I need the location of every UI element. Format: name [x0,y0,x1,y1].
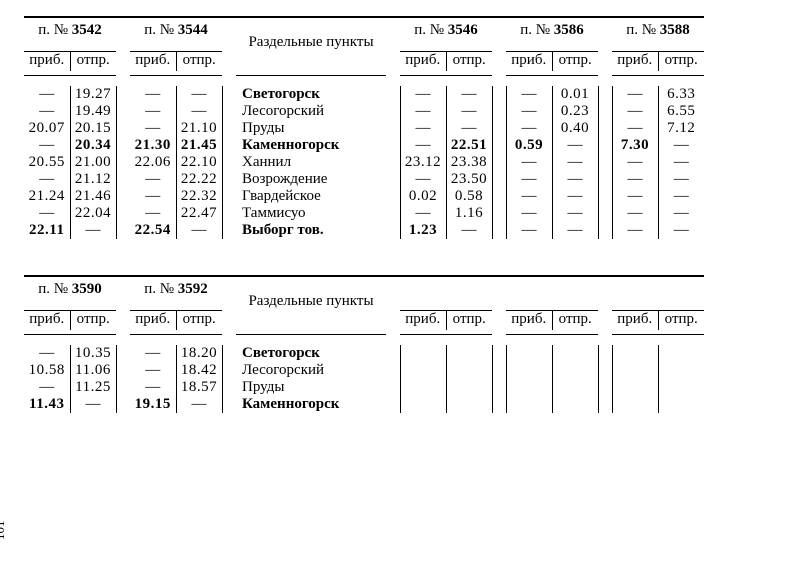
train-header-blank [612,276,704,306]
dep-header: отпр. [446,311,492,331]
schedule-row: 20.0720.15—21.10Пруды———0.40—7.12 [24,120,776,137]
schedule-row: 21.2421.46—22.32Гвардейское0.020.58———— [24,188,776,205]
dep-header: отпр. [552,311,598,331]
arr-header: приб. [400,311,446,331]
train-header: п. № 3588 [612,17,704,47]
station-name: Лесогорский [236,103,386,120]
arr-header: приб. [400,52,446,72]
station-name: Гвардейское [236,188,386,205]
schedule-row: 11.43—19.15—Каменногорск [24,396,776,413]
schedule-row: —19.27——Светогорск———0.01—6.33 [24,86,776,103]
station-name: Выборг тов. [236,222,386,239]
dep-header: отпр. [70,52,116,72]
schedule-row: —22.04—22.47Таммисуо—1.16———— [24,205,776,222]
schedule-row: 20.5521.0022.0622.10Ханнил23.1223.38———— [24,154,776,171]
train-header: п. № 3546 [400,17,492,47]
station-name: Светогорск [236,86,386,103]
dep-header: отпр. [658,52,704,72]
station-name: Лесогорский [236,362,386,379]
train-header-blank [400,276,492,306]
station-name: Каменногорск [236,137,386,154]
arr-header: приб. [24,52,70,72]
arr-header: приб. [612,311,658,331]
timetable-2: п. № 3590 п. № 3592 Раздельные пункты приб.… [24,275,776,413]
schedule-row: —10.35—18.20Светогорск [24,345,776,362]
stations-header: Раздельные пункты [236,17,386,71]
station-name: Таммисуо [236,205,386,222]
dep-header: отпр. [176,311,222,331]
train-header: п. № 3590 [24,276,116,306]
dep-header: отпр. [176,52,222,72]
arr-header: приб. [130,52,176,72]
train-header: п. № 3592 [130,276,222,306]
arr-header: приб. [612,52,658,72]
timetable-1: п. № 3542 п. № 3544 Раздельные пункты п. № … [24,16,776,239]
dep-header: отпр. [658,311,704,331]
train-header: п. № 3542 [24,17,116,47]
station-name: Каменногорск [236,396,386,413]
train-header: п. № 3544 [130,17,222,47]
schedule-row: 22.11—22.54—Выборг тов.1.23————— [24,222,776,239]
station-name: Ханнил [236,154,386,171]
schedule-row: 10.5811.06—18.42Лесогорский [24,362,776,379]
schedule-row: —20.3421.3021.45Каменногорск—22.510.59—7… [24,137,776,154]
train-header: п. № 3586 [506,17,598,47]
station-name: Возрождение [236,171,386,188]
arr-header: приб. [24,311,70,331]
arr-header: приб. [506,311,552,331]
arr-header: приб. [130,311,176,331]
dep-header: отпр. [446,52,492,72]
schedule-row: —19.49——Лесогорский———0.23—6.55 [24,103,776,120]
page-number: 101 [0,521,8,541]
train-header-blank [506,276,598,306]
schedule-row: —11.25—18.57Пруды [24,379,776,396]
station-name: Светогорск [236,345,386,362]
station-name: Пруды [236,120,386,137]
stations-header: Раздельные пункты [236,276,386,330]
station-name: Пруды [236,379,386,396]
arr-header: приб. [506,52,552,72]
dep-header: отпр. [552,52,598,72]
dep-header: отпр. [70,311,116,331]
schedule-row: —21.12—22.22Возрождение—23.50———— [24,171,776,188]
